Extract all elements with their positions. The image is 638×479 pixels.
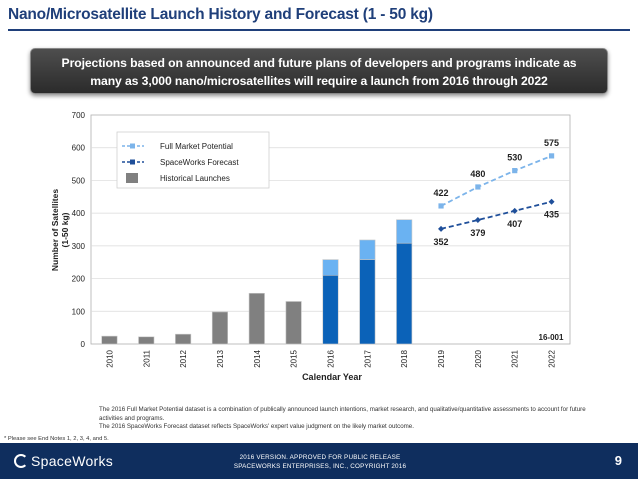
y-tick-label: 500 xyxy=(72,176,86,185)
historical-bar xyxy=(138,336,155,345)
swoosh-icon xyxy=(14,454,28,468)
chart-notes: The 2016 Full Market Potential dataset i… xyxy=(99,406,609,432)
footer-line-2: SPACEWORKS ENTERPRISES, INC., COPYRIGHT … xyxy=(233,463,407,470)
historical-bar xyxy=(175,333,192,345)
title-rule xyxy=(8,29,630,31)
full-market-potential-bar xyxy=(396,219,413,244)
spaceworks-forecast-value-label: 435 xyxy=(544,210,559,220)
y-tick-label: 100 xyxy=(72,307,86,316)
footer-line-1: 2016 VERSION. APPROVED FOR PUBLIC RELEAS… xyxy=(239,454,401,461)
full-market-potential-point xyxy=(438,203,444,209)
spaceworks-forecast-value-label: 379 xyxy=(470,228,485,238)
full-market-potential-bar xyxy=(322,259,339,276)
y-axis-label-line-1: Number of Satellites xyxy=(50,189,60,271)
spaceworks-forecast-bar xyxy=(359,259,376,345)
y-tick-label: 600 xyxy=(72,144,86,153)
spaceworks-forecast-line xyxy=(440,200,552,230)
full-market-potential-line xyxy=(440,155,552,207)
y-tick-label: 300 xyxy=(72,242,86,251)
legend-label: Full Market Potential xyxy=(160,142,233,151)
x-tick-label: 2018 xyxy=(400,349,409,367)
full-market-potential-point xyxy=(475,184,481,190)
logo-text: SpaceWorks xyxy=(31,453,114,469)
full-market-potential-value-label: 480 xyxy=(470,169,485,179)
x-tick-label: 2019 xyxy=(437,349,446,367)
y-axis-label-line-2: (1-50 kg) xyxy=(60,212,70,247)
footer-release-text: 2016 VERSION. APPROVED FOR PUBLIC RELEAS… xyxy=(210,453,430,471)
spaceworks-forecast-point xyxy=(438,225,445,232)
footer-bar: SpaceWorks 2016 VERSION. APPROVED FOR PU… xyxy=(0,443,638,479)
x-tick-label: 2020 xyxy=(474,349,483,367)
x-tick-label: 2012 xyxy=(179,349,188,367)
y-tick-label: 400 xyxy=(72,209,86,218)
x-axis-label: Calendar Year xyxy=(302,372,362,382)
x-tick-label: 2010 xyxy=(105,349,114,367)
note-full-market: The 2016 Full Market Potential dataset i… xyxy=(99,406,586,422)
projection-banner: Projections based on announced and futur… xyxy=(30,48,608,94)
full-market-potential-value-label: 575 xyxy=(544,138,559,148)
x-tick-label: 2021 xyxy=(511,349,520,367)
spaceworks-forecast-point xyxy=(511,207,518,214)
spaceworks-forecast-point xyxy=(474,217,481,224)
x-axis-ticks: 2010 2011 2012 2013 2014 2015 2016 2017 2018 2019… xyxy=(105,349,556,367)
historical-bar xyxy=(211,311,228,345)
y-tick-label: 700 xyxy=(72,111,86,120)
legend-swatch-marker xyxy=(130,159,135,165)
x-tick-label: 2014 xyxy=(253,349,262,367)
banner-line-2: many as 3,000 nano/microsatellites will … xyxy=(90,74,548,88)
spaceworks-forecast-bar xyxy=(396,242,413,345)
y-axis-ticks: 0 100 200 300 400 500 600 700 xyxy=(72,111,86,349)
spaceworks-forecast-bar xyxy=(322,275,339,345)
x-tick-label: 2015 xyxy=(290,349,299,367)
full-market-potential-point xyxy=(512,168,518,174)
historical-bar xyxy=(101,335,118,345)
legend: Full Market Potential SpaceWorks Forecast… xyxy=(116,131,270,189)
x-tick-label: 2022 xyxy=(548,349,557,367)
legend-label: Historical Launches xyxy=(160,174,230,183)
legend-swatch-bar xyxy=(126,173,138,183)
full-market-potential-point xyxy=(548,153,555,159)
spaceworks-forecast-value-label: 352 xyxy=(434,237,449,247)
banner-line-1: Projections based on announced and futur… xyxy=(61,56,577,70)
historical-bar xyxy=(285,301,302,345)
full-market-potential-value-label: 530 xyxy=(507,153,522,163)
data-labels: 422 480 530 575 352 379 407 435 xyxy=(434,138,560,247)
annotation-label: 16-001 xyxy=(539,333,564,342)
historical-bar xyxy=(248,292,265,345)
spaceworks-forecast-value-label: 407 xyxy=(507,219,522,229)
legend-box xyxy=(116,131,270,189)
forecast-lines xyxy=(438,153,555,232)
x-tick-label: 2016 xyxy=(327,349,336,367)
legend-swatch-marker xyxy=(130,143,135,149)
spaceworks-logo: SpaceWorks xyxy=(14,453,113,469)
x-tick-label: 2011 xyxy=(142,349,151,367)
page-number: 9 xyxy=(614,453,622,468)
y-tick-label: 0 xyxy=(81,340,86,349)
x-tick-label: 2017 xyxy=(363,349,372,367)
slide-title: Nano/Microsatellite Launch History and F… xyxy=(8,6,433,23)
legend-label: SpaceWorks Forecast xyxy=(160,158,239,167)
x-tick-label: 2013 xyxy=(216,349,225,367)
bars xyxy=(101,219,413,345)
full-market-potential-value-label: 422 xyxy=(434,188,449,198)
end-notes-footnote: * Please see End Notes 1, 2, 3, 4, and 5… xyxy=(4,436,109,442)
y-tick-label: 200 xyxy=(72,275,86,284)
full-market-potential-bar xyxy=(359,239,376,260)
spaceworks-forecast-point xyxy=(548,198,555,205)
note-spaceworks-forecast: The 2016 SpaceWorks Forecast dataset ref… xyxy=(99,423,414,431)
